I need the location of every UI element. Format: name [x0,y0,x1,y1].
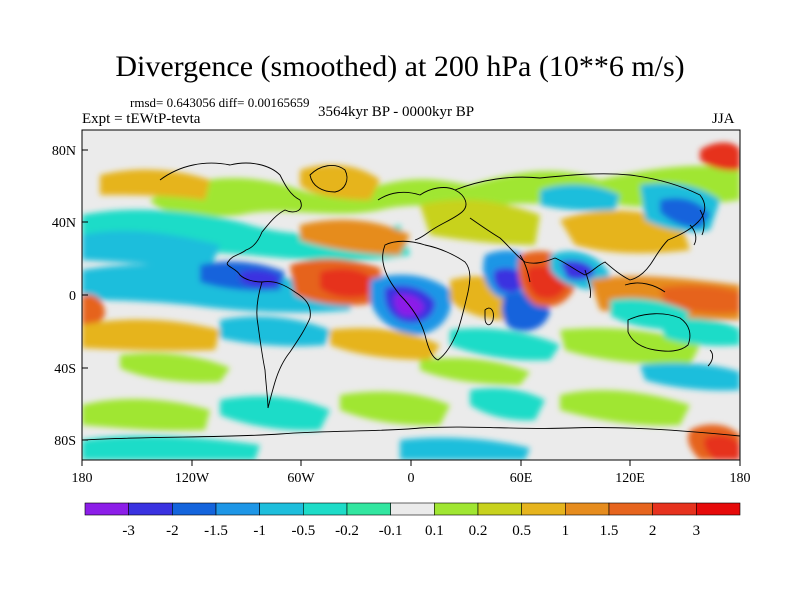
lat-label-40n: 40N [52,216,76,231]
colorbar-swatch [84,502,129,516]
map-title: Divergence (smoothed) at 200 hPa (10**6 … [115,50,685,83]
field-blob [120,353,230,383]
colorbar-swatch [303,502,348,516]
coastline-peninsulas [519,254,666,299]
field-blob [704,435,740,460]
experiment-label: Expt = tEWtP-tevta [82,111,201,127]
colorbar-swatch [565,502,610,516]
field-blob [640,362,740,391]
lon-label-60e: 60E [510,471,533,486]
colorbar-label: 1 [562,523,570,539]
field-blob [660,198,710,228]
colorbar-label: -0.2 [335,523,359,539]
field-blob [330,328,440,360]
field-blob [82,294,105,327]
field-blob [82,230,220,270]
field-blob [660,285,740,314]
longitude-axis: 180 120W 60W 0 60E 120E 180 [72,460,751,486]
divergence-field [82,130,740,460]
colorbar-label: 1.5 [600,523,619,539]
field-blob [560,390,690,426]
field-blobs [82,142,740,460]
lon-label-120e: 120E [615,471,645,486]
coastline-south-america [256,281,311,409]
stats-text: rmsd= 0.643056 diff= 0.00165659 [130,95,310,110]
field-blob [82,398,210,431]
colorbar-swatch [259,502,304,516]
coastlines [82,162,740,441]
colorbar-label: -2 [166,523,179,539]
field-blob [450,328,560,361]
colorbar-label: 0.5 [512,523,531,539]
field-blob [420,358,530,385]
coastline-europe [377,187,467,241]
colorbar-swatch [128,502,173,516]
lon-label-60w: 60W [287,471,315,486]
field-blob [220,396,330,431]
colorbar-swatch [172,502,217,516]
colorbar-label: 0.2 [469,523,488,539]
field-blob [100,169,210,200]
coastline-new-zealand [707,349,714,367]
field-blob [220,316,330,347]
period-label: 3564kyr BP - 0000kyr BP [318,104,475,120]
lon-label-0: 0 [408,471,415,486]
colorbar-label: 3 [693,523,701,539]
field-blob [660,318,740,346]
colorbar-swatch [696,502,741,516]
coastline-greenland [309,164,348,193]
colorbar-swatch [434,502,479,516]
colorbar-label: -1 [253,523,266,539]
lat-label-0: 0 [69,289,76,304]
field-blob [82,264,360,313]
field-blob [240,269,280,288]
colorbar-label: -0.1 [379,523,403,539]
field-blob [493,268,526,293]
colorbar-swatch [608,502,653,516]
lon-label-120w: 120W [175,471,210,486]
field-blob [82,319,220,351]
lat-label-40s: 40S [54,362,76,377]
season-label: JJA [712,111,735,127]
lon-label-180w: 180 [72,471,93,486]
field-blob [320,268,372,298]
coastline-madagascar [484,307,494,326]
colorbar-swatch [390,502,435,516]
field-blob [340,391,450,426]
field-blob [470,388,545,421]
colorbar-label: 0.1 [425,523,444,539]
colorbar-swatch [346,502,391,516]
coastline-africa [382,240,471,361]
colorbar-label: 2 [649,523,657,539]
lon-label-180e: 180 [730,471,751,486]
field-blob [300,219,410,255]
field-blob [420,199,540,245]
field-blob [82,435,260,460]
coastline-japan [689,209,705,246]
colorbar-label: -1.5 [204,523,228,539]
coastline-asia [454,173,706,281]
field-blob [300,164,380,200]
colorbar-label: -0.5 [291,523,315,539]
colorbar-swatch [652,502,697,516]
coastline-north-america [159,162,302,283]
colorbar-swatch [477,502,522,516]
coastline-australia [627,313,691,352]
field-blob [540,184,620,211]
field-blob [400,437,530,460]
lat-label-80n: 80N [52,144,76,159]
lat-label-80s: 80S [54,434,76,449]
field-blob [700,142,740,171]
colorbar-swatch [215,502,260,516]
latitude-axis: 80N 40N 0 40S 80S [52,144,88,449]
colorbar-label: -3 [122,523,135,539]
coastline-antarctica [82,426,740,441]
colorbar: -3 -2 -1.5 -1 -0.5 -0.2 -0.1 0.1 0.2 0.5 1 1.5 2 3 [84,502,741,539]
colorbar-swatch [521,502,566,516]
